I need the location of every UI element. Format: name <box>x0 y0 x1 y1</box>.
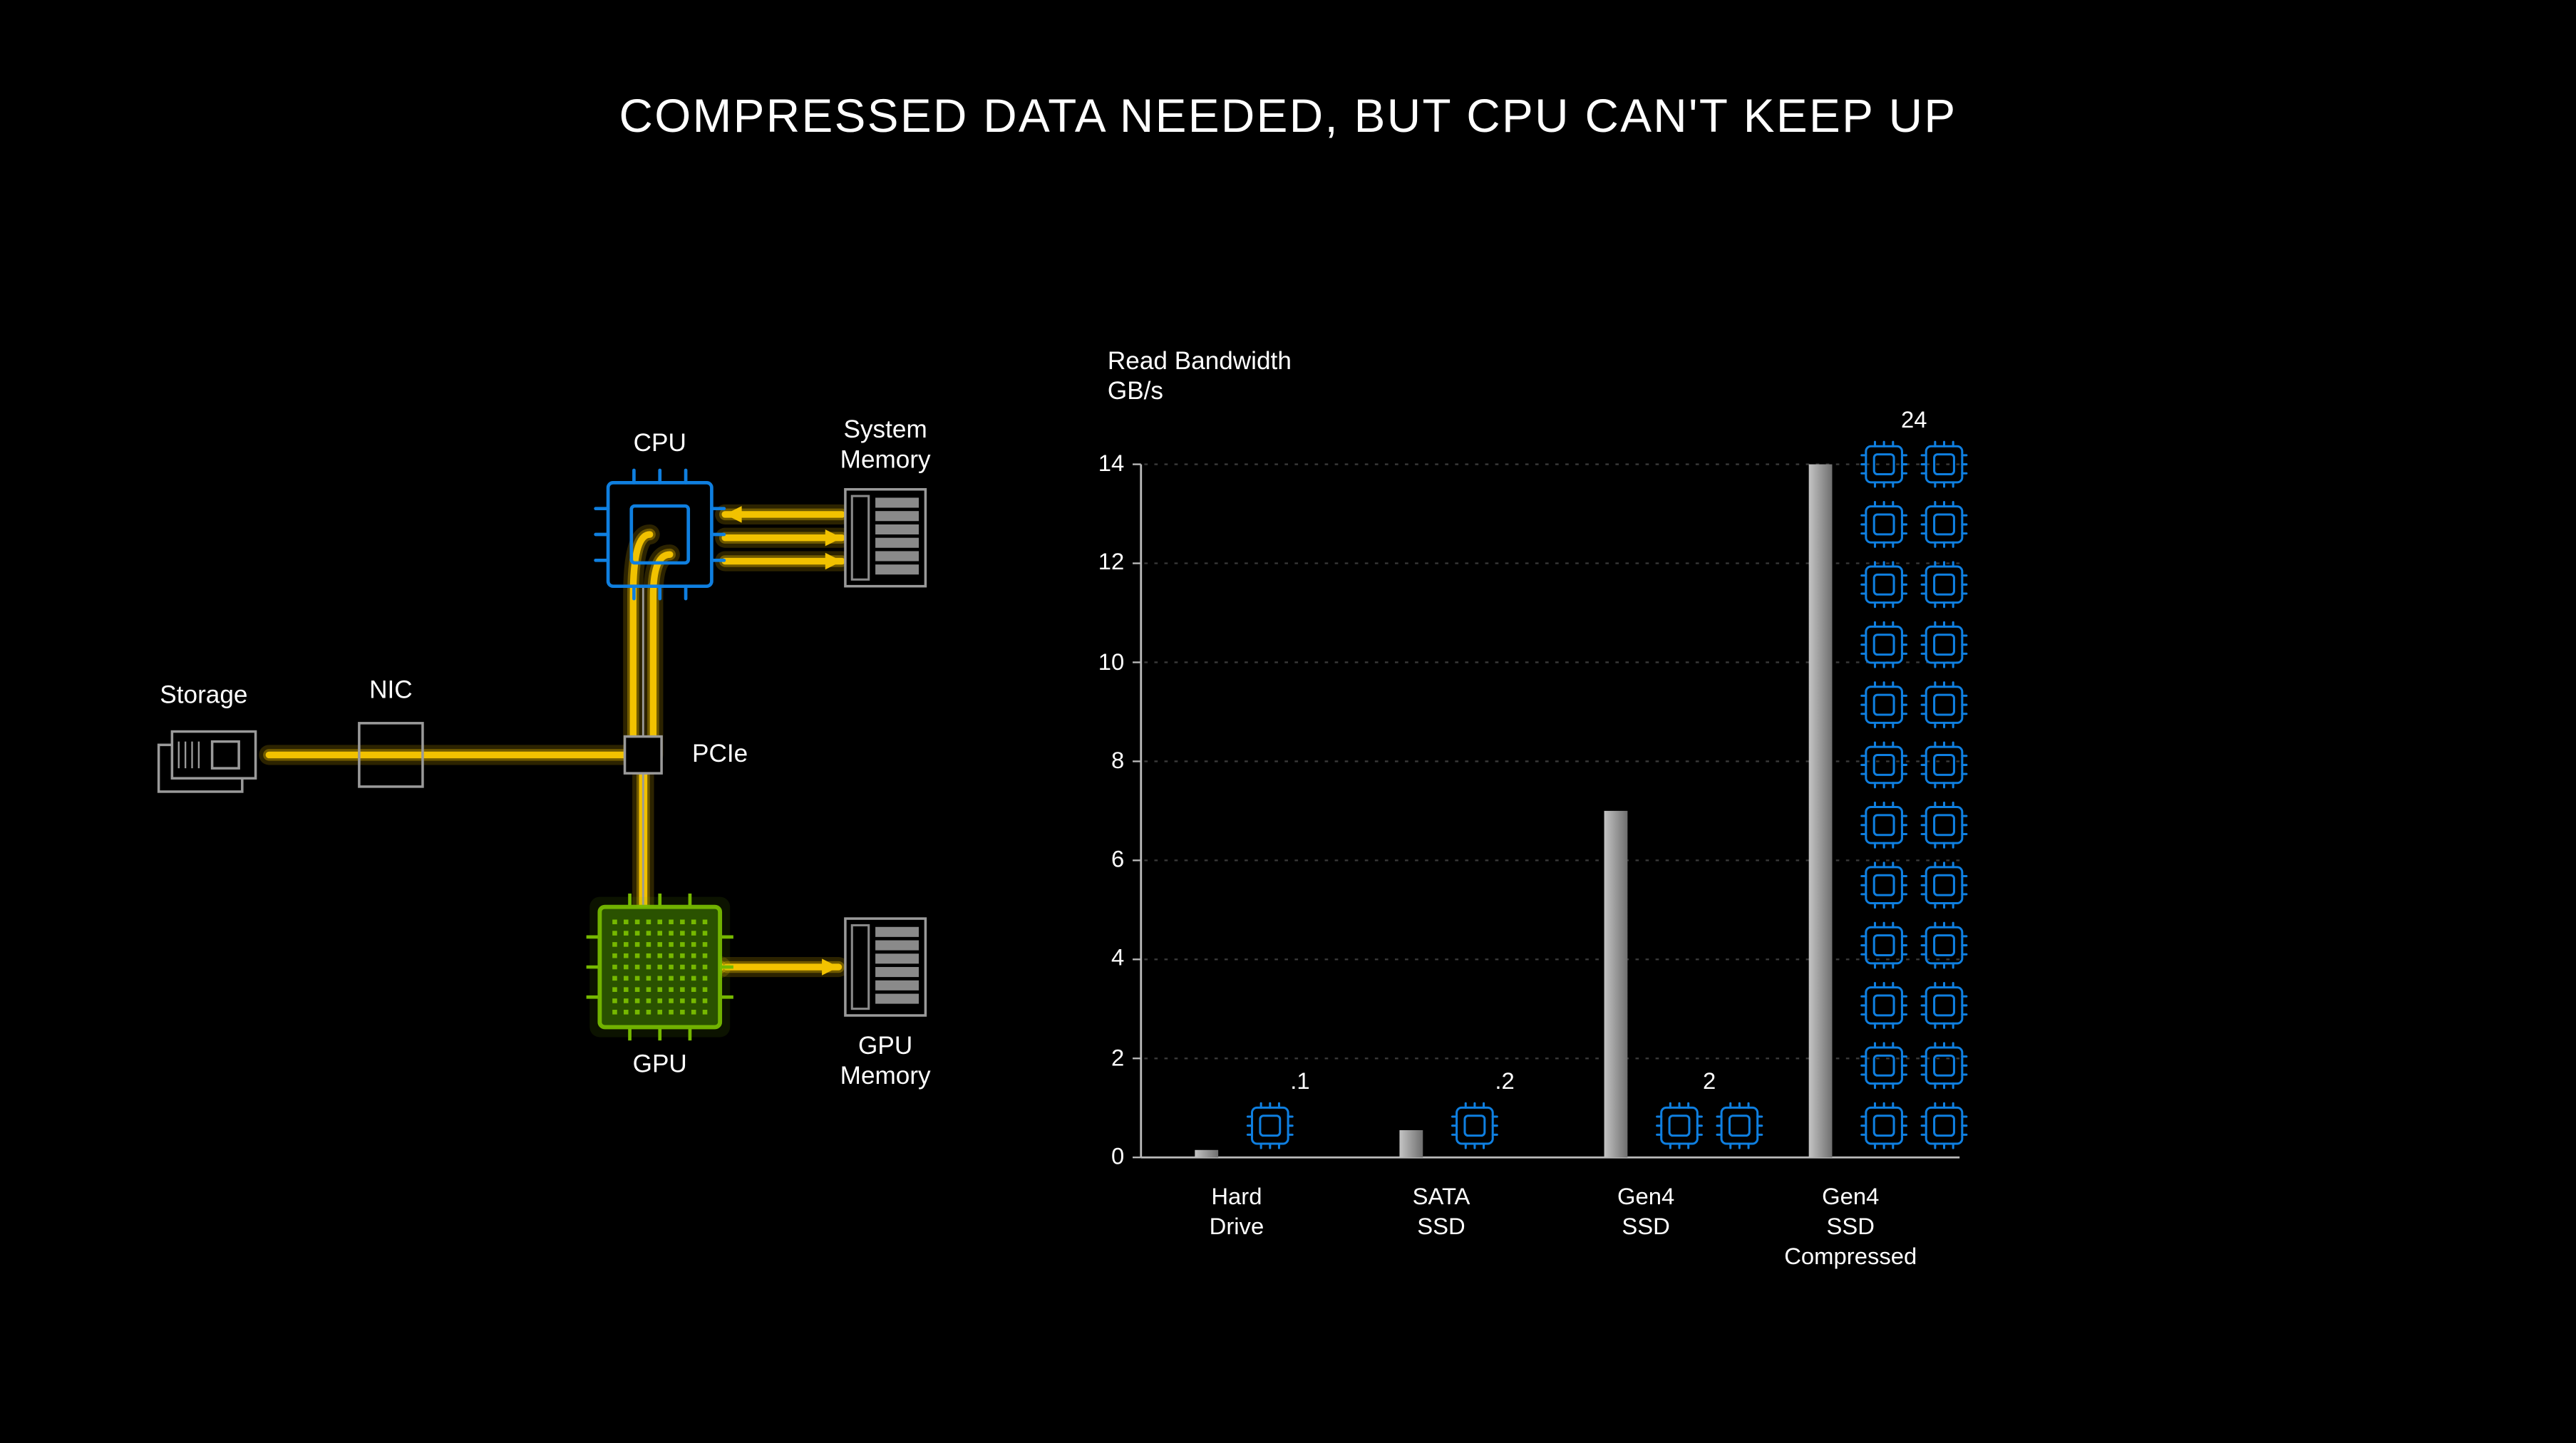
chart-value-label: 24 <box>1864 406 1964 434</box>
ytick-label: 10 <box>1074 647 1124 675</box>
ytick-label: 14 <box>1074 449 1124 477</box>
cpu-label: CPU <box>609 429 710 459</box>
ytick-label: 4 <box>1074 944 1124 972</box>
ytick-label: 12 <box>1074 548 1124 576</box>
chart-category-label: Gen4 SSD <box>1554 1181 1738 1241</box>
chart-category-label: SATA SSD <box>1349 1181 1533 1241</box>
ytick-label: 2 <box>1074 1043 1124 1071</box>
gpu-memory-label: GPU Memory <box>810 1032 961 1092</box>
chart-axis-title: Read Bandwidth GB/s <box>1108 348 1375 408</box>
chart-category-label: Hard Drive <box>1145 1181 1329 1241</box>
system-memory-label: System Memory <box>810 416 961 476</box>
storage-label: Storage <box>137 681 271 711</box>
nic-label: NIC <box>341 676 441 706</box>
ytick-label: 8 <box>1074 746 1124 774</box>
chart-value-label: .2 <box>1455 1067 1555 1095</box>
chart-category-label: Gen4 SSD Compressed <box>1758 1181 1942 1272</box>
gpu-label: GPU <box>609 1050 710 1080</box>
chart-value-label: 2 <box>1659 1067 1760 1095</box>
ytick-label: 6 <box>1074 845 1124 873</box>
pcie-label: PCIe <box>670 740 771 770</box>
ytick-label: 0 <box>1074 1142 1124 1170</box>
chart-value-label: .1 <box>1250 1067 1351 1095</box>
